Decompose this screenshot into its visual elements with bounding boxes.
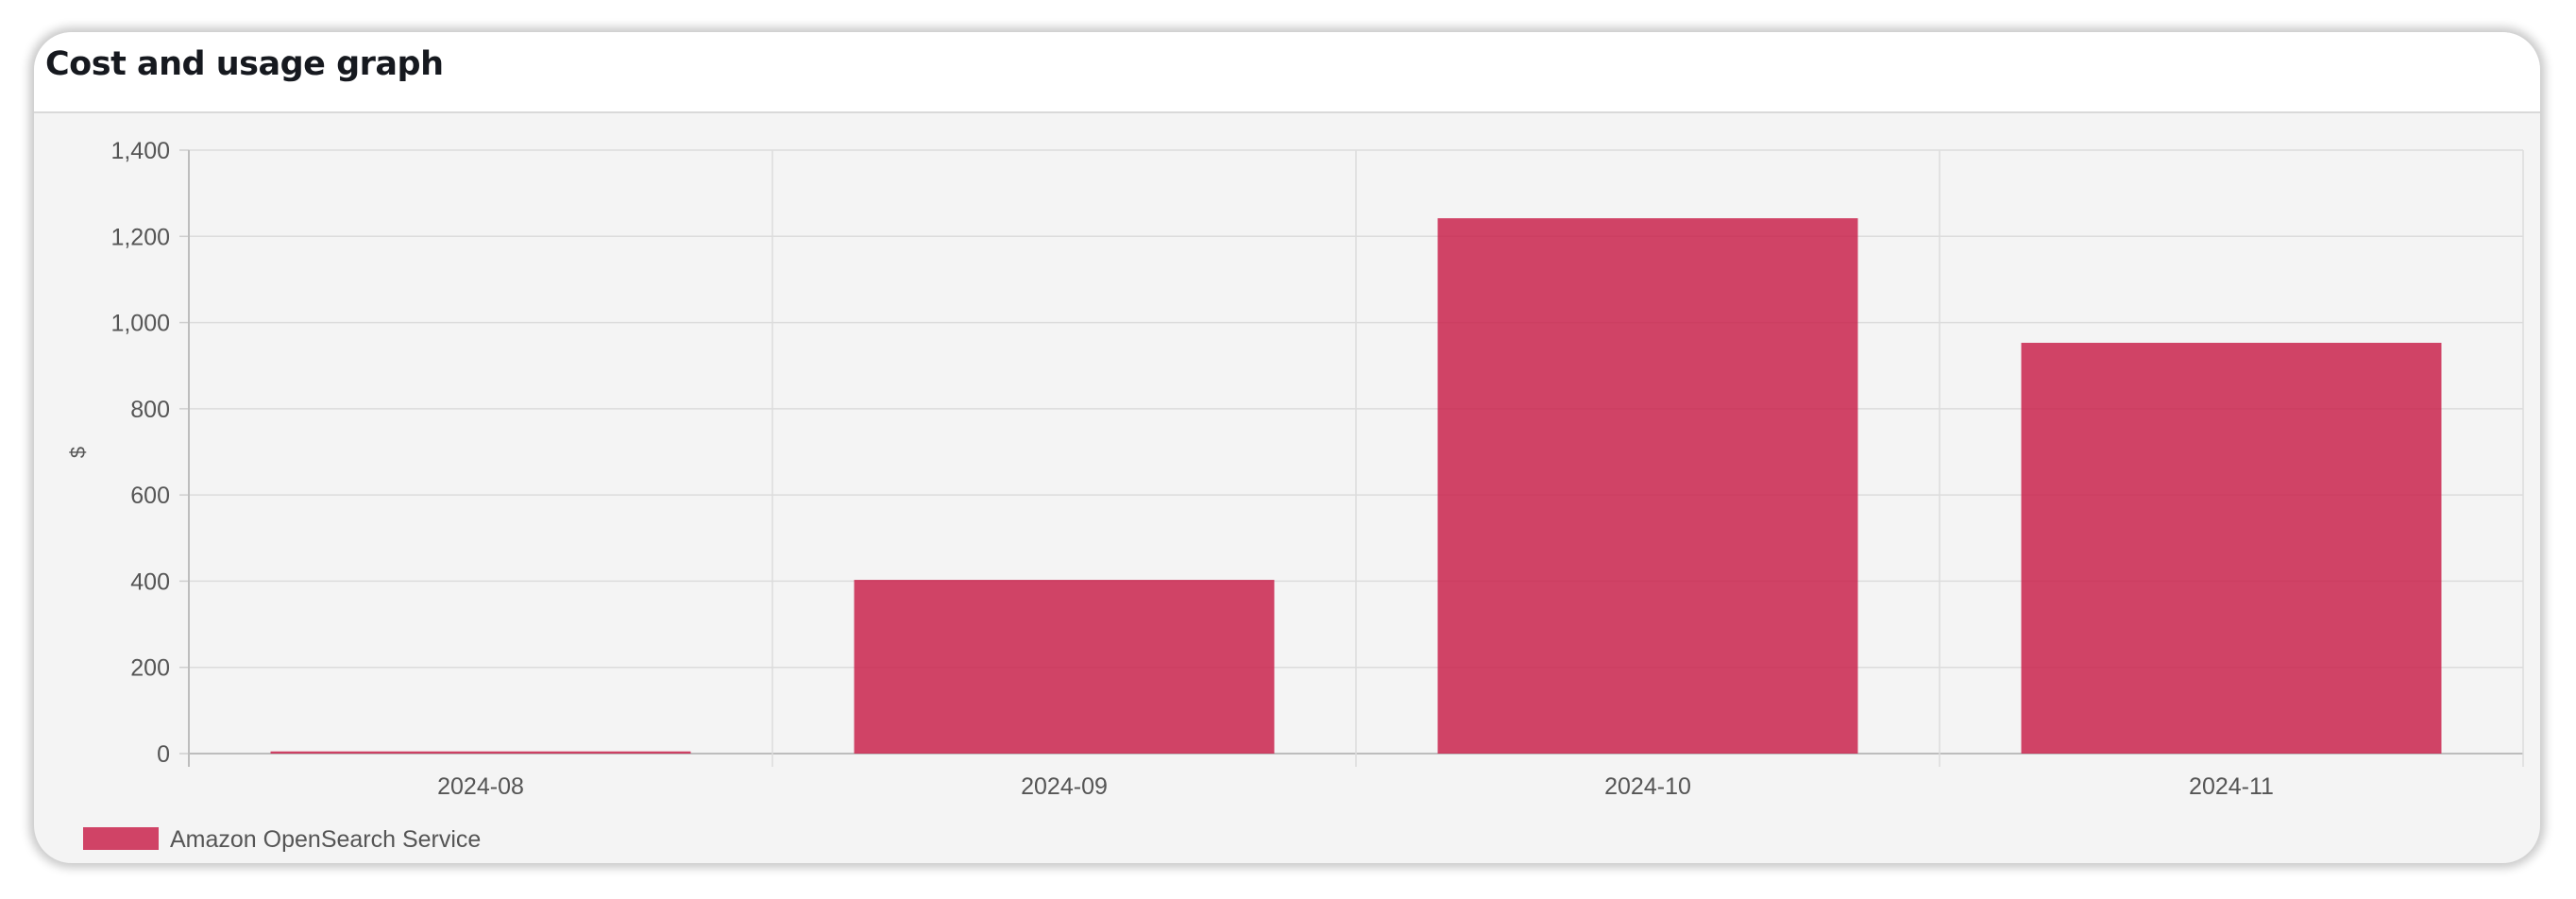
chart-bars bbox=[270, 218, 2442, 754]
x-tick-label: 2024-08 bbox=[437, 773, 524, 800]
card-header: Cost and usage graph bbox=[34, 32, 2540, 113]
bar-2024-11[interactable] bbox=[2021, 343, 2442, 754]
x-tick-label: 2024-10 bbox=[1604, 773, 1691, 800]
y-axis-title: $ bbox=[66, 447, 90, 458]
bar-2024-10[interactable] bbox=[1437, 218, 1858, 754]
y-tick-label: 0 bbox=[157, 741, 170, 768]
cost-usage-card: Cost and usage graph 0 200 400 600 800 1,000 1… bbox=[34, 32, 2540, 863]
y-tick-label: 1,400 bbox=[110, 138, 170, 164]
cost-usage-bar-chart: 0 200 400 600 800 1,000 1,200 1,400 2024-08 2024-… bbox=[66, 138, 2524, 853]
chart-legend: Amazon OpenSearch Service bbox=[83, 826, 481, 853]
y-tick-label: 200 bbox=[130, 655, 170, 682]
y-tick-label: 1,000 bbox=[110, 311, 170, 337]
legend-label[interactable]: Amazon OpenSearch Service bbox=[170, 826, 481, 853]
legend-swatch bbox=[83, 827, 159, 850]
y-tick-label: 800 bbox=[130, 397, 170, 423]
chart-axes: 0 200 400 600 800 1,000 1,200 1,400 2024-08 2024-… bbox=[66, 138, 2274, 800]
y-tick-label: 1,200 bbox=[110, 224, 170, 250]
bar-2024-08[interactable] bbox=[270, 751, 691, 754]
x-tick-label: 2024-09 bbox=[1021, 773, 1108, 800]
x-tick-label: 2024-11 bbox=[2189, 773, 2274, 800]
card-title: Cost and usage graph bbox=[45, 45, 444, 83]
bar-2024-09[interactable] bbox=[854, 580, 1275, 754]
y-tick-label: 600 bbox=[130, 483, 170, 509]
y-tick-label: 400 bbox=[130, 568, 170, 595]
